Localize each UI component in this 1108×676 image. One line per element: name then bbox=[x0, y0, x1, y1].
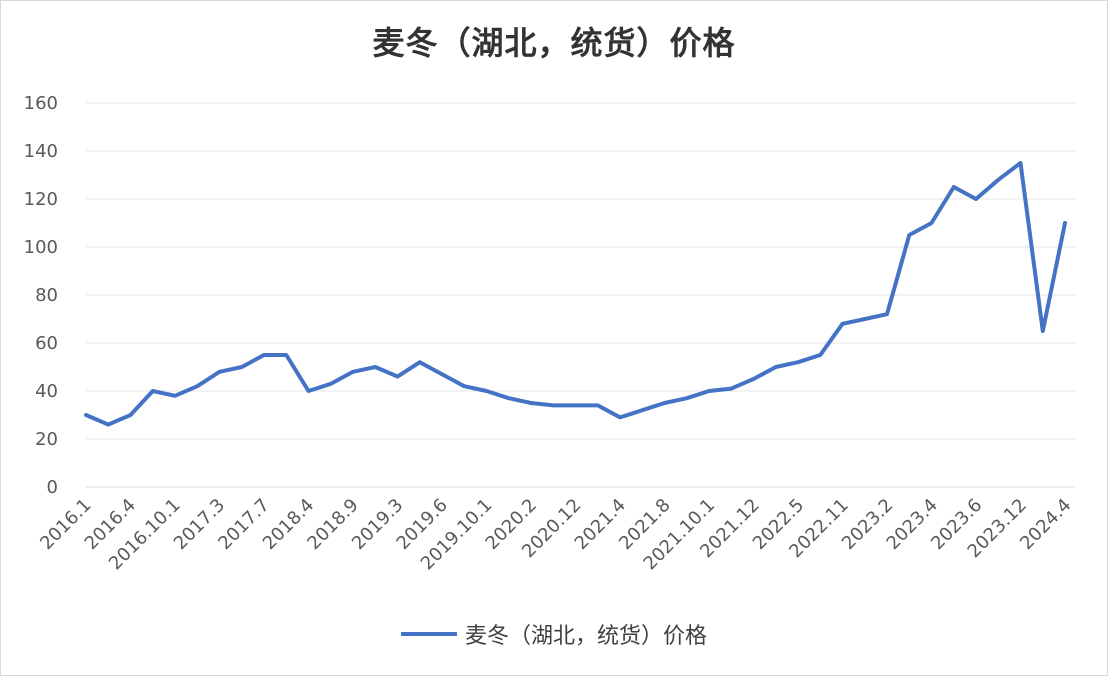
y-tick-label: 100 bbox=[24, 237, 58, 258]
y-tick-label: 120 bbox=[24, 189, 58, 210]
y-tick-label: 160 bbox=[24, 93, 58, 114]
legend-swatch bbox=[400, 632, 457, 636]
legend-label: 麦冬（湖北，统货）价格 bbox=[464, 624, 707, 649]
y-tick-label: 40 bbox=[35, 381, 58, 402]
legend: 麦冬（湖北，统货）价格 bbox=[0, 618, 1108, 650]
chart-title: 麦冬（湖北，统货）价格 bbox=[372, 24, 736, 62]
y-tick-label: 80 bbox=[35, 285, 58, 306]
y-tick-label: 60 bbox=[35, 333, 58, 354]
gridlines bbox=[86, 102, 1075, 488]
y-axis-ticks: 0 20 40 60 80 100 120 140 160 bbox=[24, 93, 58, 498]
y-tick-label: 140 bbox=[24, 141, 58, 162]
y-tick-label: 0 bbox=[47, 477, 58, 498]
y-tick-label: 20 bbox=[35, 429, 58, 450]
series-line bbox=[84, 161, 1067, 427]
series-group bbox=[84, 161, 1067, 427]
x-axis-ticks: 2016.12016.42016.10.12017.32017.72018.42… bbox=[36, 495, 1075, 575]
